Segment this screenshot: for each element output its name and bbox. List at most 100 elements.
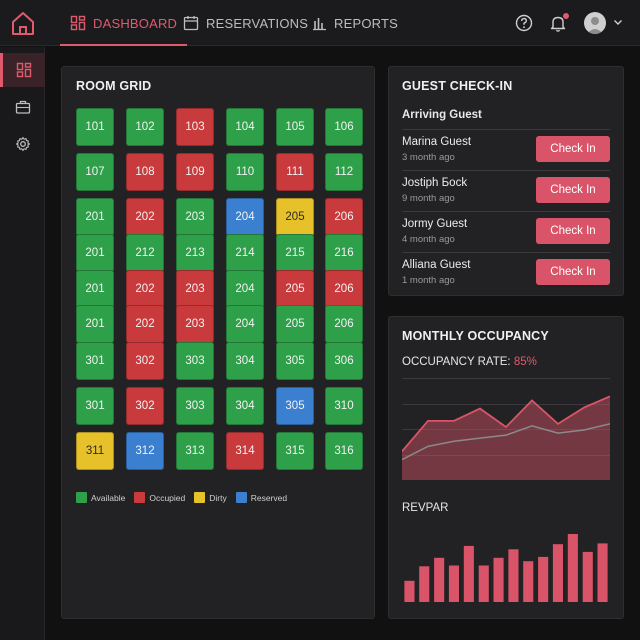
room-tile[interactable]: 302 — [126, 387, 164, 425]
room-tile[interactable]: 110 — [226, 153, 264, 191]
room-tile[interactable]: 205 — [276, 270, 314, 308]
room-tile[interactable]: 205 — [276, 305, 314, 343]
room-tile[interactable]: 201 — [76, 305, 114, 343]
legend-swatch — [235, 492, 247, 503]
room-tile[interactable]: 105 — [276, 108, 314, 146]
guest-checkin-title: GUEST CHECK-IN — [402, 79, 513, 93]
check-in-button[interactable]: Check In — [536, 218, 610, 244]
room-tile[interactable]: 216 — [325, 234, 363, 272]
tab-reports[interactable]: REPORTS — [311, 0, 398, 46]
room-tile[interactable]: 304 — [226, 387, 264, 425]
revpar-bar — [597, 543, 608, 602]
room-tile[interactable]: 111 — [276, 153, 314, 191]
room-tile[interactable]: 301 — [76, 387, 114, 425]
legend-swatch — [194, 492, 206, 503]
room-tile[interactable]: 202 — [126, 198, 164, 236]
room-tile[interactable]: 310 — [325, 387, 363, 425]
revpar-bar — [448, 565, 459, 602]
guest-row: Jormy Guest 4 month ago Check In — [402, 211, 610, 251]
tab-reservations-label: RESERVATIONS — [206, 15, 309, 31]
guest-name: Jormy Guest — [402, 218, 468, 230]
revpar-label: REVPAR — [402, 502, 449, 514]
top-nav-bar: DASHBOARD RESERVATIONS REPORTS — [0, 0, 640, 46]
arriving-guest-heading: Arriving Guest — [402, 109, 482, 121]
room-tile[interactable]: 313 — [176, 432, 214, 470]
room-tile[interactable]: 303 — [176, 387, 214, 425]
sidebar-item-dashboard[interactable] — [0, 53, 45, 87]
room-grid-title: ROOM GRID — [76, 79, 152, 93]
room-tile[interactable]: 204 — [226, 198, 264, 236]
room-tile[interactable]: 312 — [126, 432, 164, 470]
chevron-down-icon[interactable] — [612, 16, 624, 28]
room-tile[interactable]: 107 — [76, 153, 114, 191]
room-tile[interactable]: 311 — [76, 432, 114, 470]
room-tile[interactable]: 315 — [276, 432, 314, 470]
help-icon[interactable] — [514, 13, 534, 33]
avatar[interactable] — [584, 12, 606, 34]
occupancy-rate-label: OCCUPANCY RATE: — [402, 356, 511, 368]
revpar-bar — [419, 566, 430, 602]
room-tile[interactable]: 206 — [325, 270, 363, 308]
guest-arrival-time: 9 month ago — [402, 193, 455, 204]
room-tile[interactable]: 205 — [276, 198, 314, 236]
legend-item-reserved: Reserved — [235, 492, 287, 503]
sidebar-item-settings[interactable] — [0, 127, 45, 161]
room-tile[interactable]: 102 — [126, 108, 164, 146]
revpar-bar — [463, 545, 474, 602]
room-tile[interactable]: 304 — [226, 342, 264, 380]
room-tile[interactable]: 214 — [226, 234, 264, 272]
room-tile[interactable]: 206 — [325, 305, 363, 343]
room-tile[interactable]: 316 — [325, 432, 363, 470]
sidebar-item-briefcase[interactable] — [0, 90, 45, 124]
check-in-button[interactable]: Check In — [536, 177, 610, 203]
occupancy-area-chart — [402, 378, 610, 480]
room-tile[interactable]: 201 — [76, 234, 114, 272]
legend-swatch — [76, 492, 87, 503]
room-tile[interactable]: 104 — [226, 108, 264, 146]
room-tile[interactable]: 103 — [176, 108, 214, 146]
room-tile[interactable]: 109 — [176, 153, 214, 191]
revpar-bar — [582, 551, 593, 602]
room-tile[interactable]: 202 — [126, 305, 164, 343]
tab-reservations[interactable]: RESERVATIONS — [183, 0, 308, 46]
room-tile[interactable]: 201 — [76, 270, 114, 308]
revpar-bar — [567, 534, 578, 602]
check-in-button[interactable]: Check In — [536, 136, 610, 162]
room-tile[interactable]: 314 — [226, 432, 264, 470]
room-tile[interactable]: 108 — [126, 153, 164, 191]
room-tile[interactable]: 301 — [76, 342, 114, 380]
revpar-bar — [538, 556, 549, 602]
room-tile[interactable]: 306 — [325, 342, 363, 380]
bar-chart-icon — [313, 18, 326, 31]
room-tile[interactable]: 204 — [226, 305, 264, 343]
room-tile[interactable]: 202 — [126, 270, 164, 308]
room-tile[interactable]: 215 — [276, 234, 314, 272]
room-tile[interactable]: 204 — [226, 270, 264, 308]
room-tile[interactable]: 201 — [76, 198, 114, 236]
room-tile[interactable]: 203 — [176, 270, 214, 308]
room-tile[interactable]: 206 — [325, 198, 363, 236]
room-tile[interactable]: 203 — [176, 198, 214, 236]
occupancy-series-line — [402, 395, 610, 453]
room-tile[interactable]: 112 — [325, 153, 363, 191]
sidebar — [0, 47, 45, 640]
legend-item-dirty: Dirty — [194, 492, 227, 503]
tab-dashboard-label: DASHBOARD — [93, 15, 178, 31]
home-logo-icon[interactable] — [8, 8, 38, 38]
room-tile[interactable]: 305 — [276, 342, 314, 380]
revpar-bar — [478, 565, 489, 602]
room-tile[interactable]: 303 — [176, 342, 214, 380]
tab-dashboard[interactable]: DASHBOARD — [59, 0, 188, 46]
room-tile[interactable]: 101 — [76, 108, 114, 146]
legend-label: Dirty — [209, 492, 227, 503]
bell-icon[interactable] — [548, 13, 568, 33]
room-tile[interactable]: 302 — [126, 342, 164, 380]
room-tile[interactable]: 106 — [325, 108, 363, 146]
room-tile[interactable]: 203 — [176, 305, 214, 343]
room-tile[interactable]: 212 — [126, 234, 164, 272]
room-tile[interactable]: 213 — [176, 234, 214, 272]
legend-item-occupied: Occupied — [134, 492, 185, 503]
room-tile[interactable]: 305 — [276, 387, 314, 425]
guest-arrival-time: 3 month ago — [402, 152, 455, 163]
check-in-button[interactable]: Check In — [536, 259, 610, 285]
